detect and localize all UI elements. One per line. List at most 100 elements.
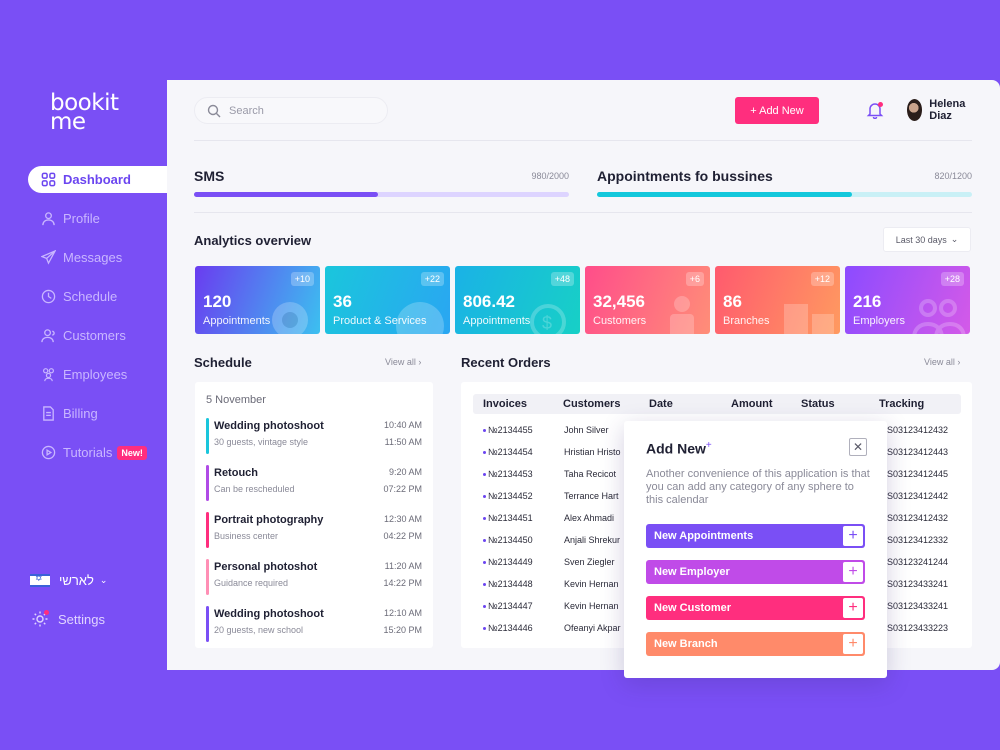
close-button[interactable]: ✕ xyxy=(849,438,867,456)
column-header[interactable]: Date xyxy=(649,398,673,410)
invoice-cell: №2134451 xyxy=(488,513,533,523)
date-range-select[interactable]: Last 30 days ⌄ xyxy=(883,227,971,252)
schedule-item-name: Wedding photoshoot xyxy=(214,608,324,620)
stat-value: 216 xyxy=(853,292,882,311)
sidebar-item-dashboard[interactable]: Dashboard xyxy=(28,166,167,193)
schedule-item-sub: Can be rescheduled xyxy=(214,484,295,494)
new-branch-button[interactable]: New Branch + xyxy=(646,632,865,656)
popup-title: Add New+ xyxy=(646,440,712,457)
schedule-item[interactable]: Wedding photoshoot 20 guests, new school… xyxy=(206,606,422,642)
svg-text:$: $ xyxy=(542,313,552,333)
stat-card-employers[interactable]: +28 216 Employers xyxy=(845,266,970,334)
sidebar-item-billing[interactable]: Billing xyxy=(28,400,167,427)
delta-badge: +48 xyxy=(550,272,574,286)
delta-badge: +22 xyxy=(420,272,444,286)
receipt-icon xyxy=(40,406,56,422)
invoice-cell: №2134452 xyxy=(488,491,533,501)
table-row[interactable]: №2134452 Terrance Hart S03123412442 xyxy=(473,486,961,508)
tracking-cell: S03123433223 xyxy=(887,623,949,633)
column-header[interactable]: Status xyxy=(801,398,835,410)
add-new-button[interactable]: + Add New xyxy=(735,97,819,124)
sidebar-item-schedule[interactable]: Schedule xyxy=(28,283,167,310)
sidebar-item-label: Billing xyxy=(63,406,98,421)
clock-icon xyxy=(40,289,56,305)
table-row[interactable]: №2134451 Alex Ahmadi S03123412432 xyxy=(473,508,961,530)
table-row[interactable]: №2134447 Kevin Hernan S03123433241 xyxy=(473,596,961,618)
column-header[interactable]: Tracking xyxy=(879,398,925,410)
table-row[interactable]: №2134446 Ofeanyi Akpar S03123433223 xyxy=(473,618,961,640)
schedule-item-sub: 30 guests, vintage style xyxy=(214,437,309,447)
invoice-cell: №2134447 xyxy=(488,601,533,611)
sidebar-item-tutorials[interactable]: Tutorials New! xyxy=(28,439,167,466)
language-selector[interactable]: לארשי ⌄ xyxy=(30,573,107,588)
table-row[interactable]: №2134449 Sven Ziegler S03123241244 xyxy=(473,552,961,574)
tracking-cell: S03123412445 xyxy=(887,469,949,479)
plus-icon: + xyxy=(843,634,863,654)
progress-track xyxy=(194,192,569,197)
progress-track xyxy=(597,192,972,197)
schedule-item[interactable]: Retouch Can be rescheduled 9:20 AM 07:22… xyxy=(206,465,422,501)
sidebar-item-messages[interactable]: Messages xyxy=(28,244,167,271)
stat-label: Appointments xyxy=(203,315,271,327)
new-customer-button[interactable]: New Customer + xyxy=(646,596,865,620)
table-row[interactable]: №2134453 Taha Recicot S03123412445 xyxy=(473,464,961,486)
button-label: New Branch xyxy=(654,638,718,650)
row-dot xyxy=(483,605,486,608)
schedule-view-all-link[interactable]: View all › xyxy=(385,357,422,367)
progress-fill xyxy=(194,192,378,197)
bell-icon xyxy=(866,103,884,120)
stat-card-appointments[interactable]: +10 120 Appointments xyxy=(195,266,320,334)
column-header[interactable]: Customers xyxy=(563,398,621,410)
schedule-start-time: 12:30 AM xyxy=(383,514,422,524)
schedule-color-bar xyxy=(206,606,209,642)
sidebar-item-employees[interactable]: Employees xyxy=(28,361,167,388)
schedule-item[interactable]: Portrait photography Business center 12:… xyxy=(206,512,422,548)
divider xyxy=(194,212,972,213)
israel-flag-icon xyxy=(30,573,50,587)
stat-card-customers[interactable]: +6 32,456 Customers xyxy=(585,266,710,334)
stat-card-branches[interactable]: +12 86 Branches xyxy=(715,266,840,334)
new-appointments-button[interactable]: New Appointments + xyxy=(646,524,865,548)
table-row[interactable]: №2134454 Hristian Hristo S03123412443 xyxy=(473,442,961,464)
sidebar-item-customers[interactable]: Customers xyxy=(28,322,167,349)
row-dot xyxy=(483,539,486,542)
row-dot xyxy=(483,517,486,520)
delta-badge: +6 xyxy=(685,272,704,286)
search-box[interactable] xyxy=(194,97,388,124)
stat-value: 32,456 xyxy=(593,292,645,311)
row-dot xyxy=(483,451,486,454)
schedule-item-sub: 20 guests, new school xyxy=(214,625,304,635)
play-icon xyxy=(40,445,56,461)
sidebar-item-label: Tutorials xyxy=(63,445,113,460)
cloud-icon xyxy=(396,302,444,334)
column-header[interactable]: Invoices xyxy=(483,398,528,410)
customer-cell: Terrance Hart xyxy=(564,491,619,501)
table-row[interactable]: №2134448 Kevin Hernan S03123433241 xyxy=(473,574,961,596)
new-employer-button[interactable]: New Employer + xyxy=(646,560,865,584)
popup-description: Another convenience of this application … xyxy=(646,468,870,506)
table-row[interactable]: №2134450 Anjali Shrekur S03123412332 xyxy=(473,530,961,552)
user-menu[interactable]: Helena Diaz xyxy=(879,98,972,122)
schedule-end-time: 15:20 PM xyxy=(383,625,422,635)
schedule-item[interactable]: Wedding photoshoot 30 guests, vintage st… xyxy=(206,418,422,454)
user-icon xyxy=(40,211,56,227)
column-header[interactable]: Amount xyxy=(731,398,773,410)
invoice-cell: №2134454 xyxy=(488,447,533,457)
sidebar-item-settings[interactable]: Settings xyxy=(31,610,105,628)
table-row[interactable]: №2134455 John Silver S03123412432 xyxy=(473,420,961,442)
building-icon xyxy=(784,304,834,334)
stat-card-products[interactable]: +22 36 Product & Services xyxy=(325,266,450,334)
schedule-item[interactable]: Personal photoshot Guidance required 11:… xyxy=(206,559,422,595)
sidebar-nav: Dashboard Profile Messages Schedule Cust… xyxy=(28,166,167,478)
customer-cell: Anjali Shrekur xyxy=(564,535,621,545)
search-icon xyxy=(207,104,221,117)
notifications-bell[interactable] xyxy=(866,101,884,120)
progress-count: 980/2000 xyxy=(531,171,569,181)
orders-view-all-link[interactable]: View all › xyxy=(924,357,961,367)
plus-icon: + xyxy=(843,598,863,618)
sidebar-item-profile[interactable]: Profile xyxy=(28,205,167,232)
invoice-cell: №2134448 xyxy=(488,579,533,589)
search-input[interactable] xyxy=(229,104,369,117)
stat-card-revenue[interactable]: $ +48 806.42 Appointments xyxy=(455,266,580,334)
tracking-cell: S03123412432 xyxy=(887,425,949,435)
